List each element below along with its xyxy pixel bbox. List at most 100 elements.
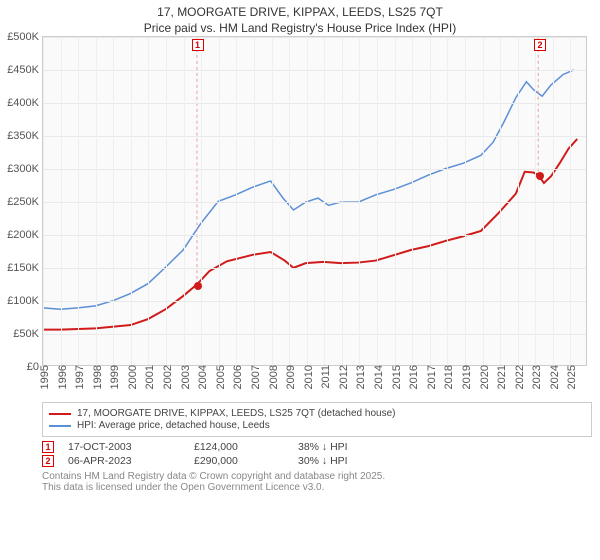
gridline-v	[324, 37, 325, 365]
gridline-h	[43, 103, 586, 104]
x-tick-label: 2017	[426, 365, 438, 389]
gridline-v	[307, 37, 308, 365]
x-tick-label: 2000	[127, 365, 139, 389]
x-tick-label: 2024	[549, 365, 561, 389]
gridline-v	[359, 37, 360, 365]
x-tick-label: 2016	[408, 365, 420, 389]
legend-swatch	[49, 413, 71, 415]
annotation-row: 206-APR-2023£290,00030% ↓ HPI	[42, 455, 592, 467]
gridline-v	[148, 37, 149, 365]
footer-line-1: Contains HM Land Registry data © Crown c…	[42, 471, 592, 482]
gridline-v	[412, 37, 413, 365]
annotation-table: 1 17-OCT-2003 £124,000 38% ↓ HPI 206-APR-202…	[42, 441, 592, 467]
legend-label: 17, MOORGATE DRIVE, KIPPAX, LEEDS, LS25 …	[77, 408, 395, 419]
gridline-v	[518, 37, 519, 365]
gridline-v	[395, 37, 396, 365]
series-hpi	[43, 70, 574, 309]
gridline-v	[43, 37, 44, 365]
x-tick-label: 1999	[109, 365, 121, 389]
sale-marker-dot	[194, 282, 202, 290]
gridline-v	[236, 37, 237, 365]
x-tick-label: 2009	[285, 365, 297, 389]
y-tick-label: £200K	[7, 229, 39, 241]
gridline-h	[43, 169, 586, 170]
gridline-v	[342, 37, 343, 365]
sale-marker-box: 2	[534, 39, 546, 51]
gridline-v	[535, 37, 536, 365]
gridline-v	[465, 37, 466, 365]
x-tick-label: 2013	[355, 365, 367, 389]
x-tick-label: 2015	[391, 365, 403, 389]
gridline-v	[254, 37, 255, 365]
gridline-v	[201, 37, 202, 365]
annotation-price: £290,000	[194, 455, 284, 467]
y-tick-label: £350K	[7, 130, 39, 142]
chart-area: £0£50K£100K£150K£200K£250K£300K£350K£400…	[42, 36, 592, 366]
chart-titles: 17, MOORGATE DRIVE, KIPPAX, LEEDS, LS25 …	[0, 0, 600, 36]
title-line-1: 17, MOORGATE DRIVE, KIPPAX, LEEDS, LS25 …	[0, 4, 600, 20]
gridline-v	[289, 37, 290, 365]
gridline-h	[43, 70, 586, 71]
gridline-v	[219, 37, 220, 365]
legend-swatch	[49, 425, 71, 427]
y-tick-label: £50K	[13, 328, 39, 340]
x-tick-label: 2023	[531, 365, 543, 389]
x-tick-label: 2006	[232, 365, 244, 389]
annotation-price: £124,000	[194, 441, 284, 453]
x-tick-label: 2011	[320, 365, 332, 389]
y-tick-label: £400K	[7, 97, 39, 109]
annotation-row: 1 17-OCT-2003 £124,000 38% ↓ HPI	[42, 441, 592, 453]
x-tick-label: 1995	[39, 365, 51, 389]
gridline-h	[43, 136, 586, 137]
x-tick-label: 2019	[461, 365, 473, 389]
annotation-delta: 38% ↓ HPI	[298, 441, 410, 453]
gridline-v	[430, 37, 431, 365]
x-tick-label: 1997	[74, 365, 86, 389]
annotation-number-box: 2	[42, 455, 54, 467]
gridline-v	[483, 37, 484, 365]
x-tick-label: 2001	[144, 365, 156, 389]
y-tick-label: £250K	[7, 196, 39, 208]
footer-line-2: This data is licensed under the Open Gov…	[42, 482, 592, 493]
x-tick-label: 2010	[303, 365, 315, 389]
gridline-h	[43, 202, 586, 203]
x-tick-label: 2003	[180, 365, 192, 389]
annotation-date: 17-OCT-2003	[68, 441, 180, 453]
x-tick-label: 2014	[373, 365, 385, 389]
legend: 17, MOORGATE DRIVE, KIPPAX, LEEDS, LS25 …	[42, 402, 592, 437]
gridline-v	[570, 37, 571, 365]
x-tick-label: 2021	[496, 365, 508, 389]
gridline-h	[43, 268, 586, 269]
gridline-v	[377, 37, 378, 365]
y-tick-label: £300K	[7, 163, 39, 175]
x-tick-label: 2005	[215, 365, 227, 389]
gridline-v	[166, 37, 167, 365]
x-tick-label: 2012	[338, 365, 350, 389]
sale-marker-box: 1	[192, 39, 204, 51]
x-tick-label: 2004	[197, 365, 209, 389]
gridline-h	[43, 235, 586, 236]
gridline-v	[96, 37, 97, 365]
gridline-h	[43, 334, 586, 335]
gridline-h	[43, 37, 586, 38]
x-tick-label: 2022	[514, 365, 526, 389]
gridline-v	[447, 37, 448, 365]
x-tick-label: 2018	[443, 365, 455, 389]
x-tick-label: 2008	[268, 365, 280, 389]
gridline-v	[184, 37, 185, 365]
legend-row: 17, MOORGATE DRIVE, KIPPAX, LEEDS, LS25 …	[49, 408, 585, 419]
gridline-h	[43, 301, 586, 302]
x-tick-label: 2007	[250, 365, 262, 389]
y-tick-label: £500K	[7, 31, 39, 43]
x-tick-label: 2025	[566, 365, 578, 389]
annotation-number-box: 1	[42, 441, 54, 453]
x-tick-label: 2002	[162, 365, 174, 389]
y-tick-label: £0	[27, 361, 39, 373]
gridline-v	[272, 37, 273, 365]
legend-row: HPI: Average price, detached house, Leed…	[49, 420, 585, 431]
sale-marker-dot	[536, 172, 544, 180]
x-tick-label: 1998	[92, 365, 104, 389]
plot-region: £0£50K£100K£150K£200K£250K£300K£350K£400…	[42, 36, 587, 366]
y-tick-label: £150K	[7, 262, 39, 274]
x-tick-label: 2020	[479, 365, 491, 389]
